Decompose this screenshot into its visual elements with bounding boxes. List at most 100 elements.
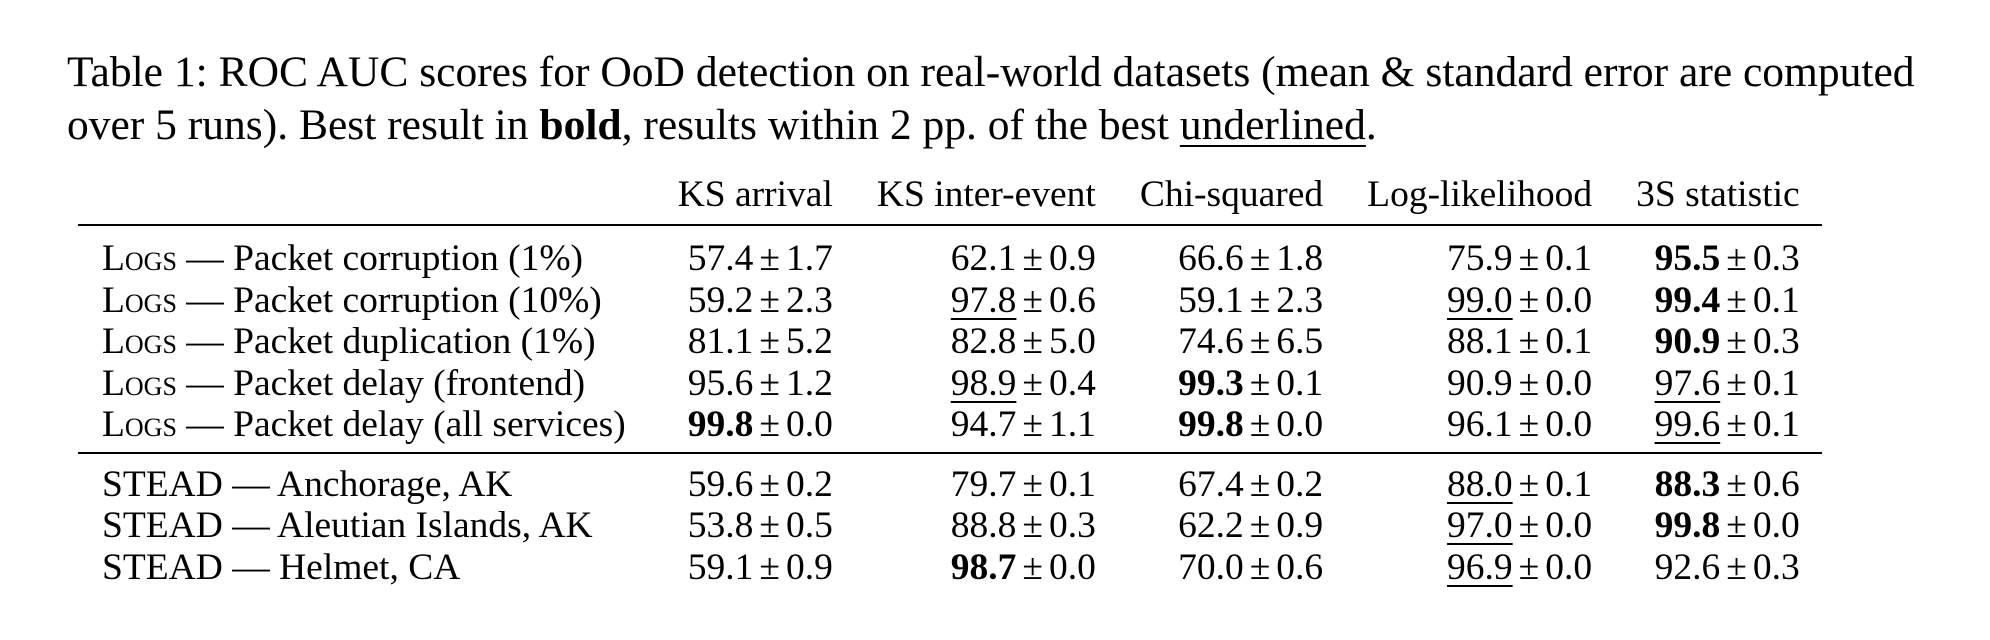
- plus-minus-symbol: ±: [1022, 362, 1043, 404]
- dataset-name: Logs: [102, 404, 177, 445]
- header-log-likelihood: Log-likelihood: [1345, 168, 1615, 226]
- score-cell: 99.0 ±0.0: [1345, 280, 1614, 322]
- score-mean: 74.6: [1178, 321, 1244, 362]
- score-mean: 96.9: [1447, 546, 1513, 588]
- row-label: Logs — Packet delay (frontend): [78, 363, 656, 405]
- plus-minus-symbol: ±: [1249, 238, 1271, 279]
- score-cell: 92.6 ±0.3: [1614, 547, 1822, 589]
- score-cell: 98.9 ±0.4: [855, 363, 1118, 405]
- score-mean: 97.8: [950, 279, 1017, 321]
- plus-minus-symbol: ±: [1726, 321, 1747, 362]
- plus-minus-symbol: ±: [1249, 463, 1271, 505]
- plus-minus-symbol: ±: [1249, 279, 1271, 321]
- table-row: Logs — Packet delay (frontend) 95.6 ±1.2 98…: [78, 363, 1822, 405]
- score-std-error: 0.1: [1752, 404, 1800, 445]
- score-mean: 88.0: [1447, 463, 1513, 505]
- score-std-error: 1.7: [786, 238, 833, 279]
- score-cell: 59.2 ±2.3: [656, 280, 855, 322]
- results-table: KS arrival KS inter-event Chi-squared Lo…: [78, 168, 1822, 588]
- score-cell: 59.1 ±0.9: [656, 547, 855, 589]
- score-cell: 79.7 ±0.1: [855, 453, 1118, 506]
- score-cell: 62.1 ±0.9: [855, 225, 1118, 280]
- caption-bold-word: bold: [539, 101, 622, 149]
- table-row: STEAD — Anchorage, AK 59.6 ±0.2 79.7 ±0.1 67.…: [78, 453, 1822, 506]
- score-mean: 67.4: [1178, 463, 1244, 505]
- label-separator: —: [176, 279, 234, 321]
- caption-prefix: Table 1: ROC AUC scores for OoD detectio…: [67, 48, 1915, 149]
- plus-minus-symbol: ±: [1726, 505, 1747, 546]
- header-3s-statistic: 3S statistic: [1614, 168, 1822, 226]
- plus-minus-symbol: ±: [1249, 362, 1271, 404]
- score-cell: 97.0 ±0.0: [1345, 505, 1614, 547]
- score-std-error: 0.0: [1752, 505, 1800, 546]
- score-mean: 59.1: [1178, 279, 1244, 321]
- score-cell: 94.7 ±1.1: [854, 404, 1118, 454]
- score-cell: 81.1 ±5.2: [656, 321, 855, 363]
- header-empty: [78, 168, 656, 226]
- label-separator: —: [176, 321, 234, 362]
- score-cell: 99.8 ±0.0: [1117, 404, 1346, 454]
- score-cell: 66.6 ±1.8: [1118, 225, 1345, 280]
- score-cell: 96.9 ±0.0: [1345, 547, 1614, 589]
- plus-minus-symbol: ±: [759, 546, 780, 588]
- plus-minus-symbol: ±: [1518, 238, 1540, 279]
- score-std-error: 5.2: [786, 321, 833, 362]
- condition-name: Packet corruption (10%): [233, 279, 602, 321]
- score-cell: 88.3 ±0.6: [1614, 453, 1822, 506]
- score-std-error: 0.0: [786, 404, 833, 445]
- plus-minus-symbol: ±: [1022, 505, 1043, 546]
- table-caption: Table 1: ROC AUC scores for OoD detectio…: [67, 46, 1927, 152]
- score-mean: 82.8: [950, 321, 1017, 362]
- score-cell: 99.3 ±0.1: [1118, 363, 1345, 405]
- header-ks-inter-event: KS inter-event: [854, 168, 1118, 226]
- score-std-error: 0.0: [1276, 404, 1324, 445]
- score-std-error: 1.8: [1276, 238, 1324, 279]
- score-cell: 59.6 ±0.2: [656, 453, 855, 506]
- score-std-error: 0.0: [1048, 546, 1096, 588]
- row-label: Logs — Packet corruption (10%): [78, 280, 656, 322]
- plus-minus-symbol: ±: [1249, 404, 1271, 445]
- score-mean: 90.9: [1654, 321, 1721, 362]
- score-std-error: 0.0: [1545, 362, 1593, 404]
- table-header-row: KS arrival KS inter-event Chi-squared Lo…: [78, 168, 1822, 226]
- score-cell: 88.0 ±0.1: [1345, 453, 1614, 506]
- plus-minus-symbol: ±: [759, 404, 780, 445]
- score-mean: 90.9: [1447, 362, 1513, 404]
- score-mean: 95.5: [1654, 238, 1721, 279]
- score-mean: 88.3: [1654, 463, 1721, 505]
- score-std-error: 0.0: [1545, 546, 1593, 588]
- plus-minus-symbol: ±: [1518, 321, 1540, 362]
- condition-name: Helmet, CA: [279, 546, 461, 588]
- score-mean: 99.3: [1178, 362, 1244, 404]
- plus-minus-symbol: ±: [1022, 279, 1043, 321]
- plus-minus-symbol: ±: [1726, 546, 1747, 588]
- score-cell: 97.8 ±0.6: [855, 280, 1118, 322]
- table-row: Logs — Packet delay (all services) 99.8 ±0…: [78, 404, 1822, 454]
- score-cell: 74.6 ±6.5: [1118, 321, 1345, 363]
- caption-underline-word: underlined: [1179, 101, 1366, 149]
- score-mean: 75.9: [1447, 238, 1513, 279]
- plus-minus-symbol: ±: [1518, 463, 1540, 505]
- score-std-error: 0.1: [1276, 362, 1324, 404]
- table-row: STEAD — Helmet, CA 59.1 ±0.9 98.7 ±0.0 70.0 ±0…: [78, 547, 1822, 589]
- plus-minus-symbol: ±: [759, 463, 780, 505]
- table-row: STEAD — Aleutian Islands, AK 53.8 ±0.5 88.8…: [78, 505, 1822, 547]
- plus-minus-symbol: ±: [1726, 238, 1747, 279]
- table-row: Logs — Packet duplication (1%) 81.1 ±5.2 82…: [78, 321, 1822, 363]
- score-mean: 99.8: [687, 404, 754, 445]
- score-std-error: 0.1: [1545, 238, 1593, 279]
- plus-minus-symbol: ±: [1518, 362, 1540, 404]
- score-mean: 97.0: [1447, 505, 1513, 546]
- plus-minus-symbol: ±: [1518, 404, 1540, 445]
- row-label: STEAD — Helmet, CA: [78, 547, 656, 589]
- score-mean: 59.1: [687, 546, 754, 588]
- plus-minus-symbol: ±: [1726, 404, 1747, 445]
- plus-minus-symbol: ±: [759, 321, 780, 362]
- table-body: Logs — Packet corruption (1%) 57.4 ±1.7 62.…: [78, 225, 1822, 588]
- score-cell: 99.8 ±0.0: [1614, 505, 1822, 547]
- score-cell: 57.4 ±1.7: [656, 225, 855, 280]
- score-std-error: 0.6: [1752, 463, 1800, 505]
- row-label: Logs — Packet delay (all services): [78, 404, 656, 454]
- score-std-error: 0.4: [1048, 362, 1096, 404]
- score-cell: 67.4 ±0.2: [1118, 453, 1345, 506]
